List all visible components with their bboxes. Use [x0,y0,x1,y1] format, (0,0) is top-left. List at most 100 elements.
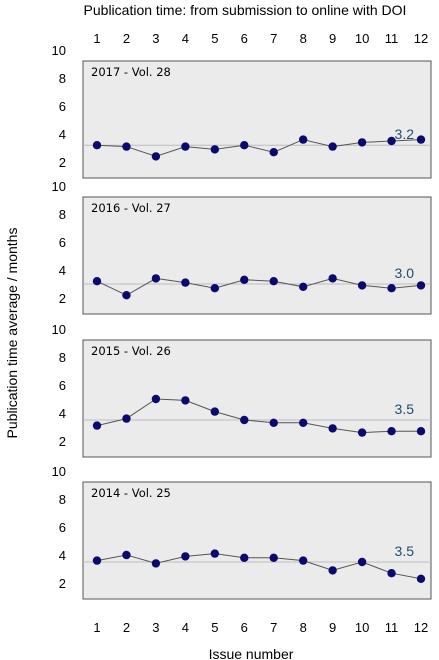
data-point [151,152,161,161]
bottom-x-axis: 1 2 3 4 5 6 7 8 9 10 11 12 [93,620,428,635]
series-line [96,553,422,580]
data-point [122,550,131,560]
bottom-x-tick-label: 1 [93,620,100,635]
data-point [151,394,161,404]
bottom-x-tick-label: 7 [270,620,277,635]
data-point [387,427,396,436]
data-point [181,396,190,405]
y-tick-label: 8 [59,71,66,86]
data-point [210,284,220,293]
bottom-x-tick-label: 3 [152,620,159,635]
data-point [92,556,102,565]
panel-background [82,60,432,179]
data-point [240,141,249,150]
data-point [122,291,131,300]
panels: 10 8 6 4 2 2017 - Vol. 28 3.2 10 8 6 4 2 2016 - Vol.… [52,43,432,600]
average-label: 3.5 [395,401,415,417]
data-point [357,138,367,147]
series-line [96,139,422,157]
bottom-x-tick-label: 8 [300,620,307,635]
data-point [181,552,190,561]
top-x-tick-label: 10 [355,31,369,46]
data-point [298,135,308,144]
top-x-tick-label: 3 [152,31,159,46]
data-point [92,277,102,286]
x-axis-label: Issue number [209,646,294,660]
data-point [240,553,249,562]
chart-title: Publication time: from submission to onl… [84,2,407,18]
top-x-axis: 1 2 3 4 5 6 7 8 9 10 11 12 [93,31,428,46]
y-tick-label: 4 [59,127,66,142]
panel-3: 10 8 6 4 2 2015 - Vol. 26 3.5 [52,322,432,458]
y-tick-label: 6 [59,235,66,250]
data-point [387,136,396,146]
data-point [240,275,249,284]
y-tick-label: 4 [59,548,66,563]
panel-background [82,196,432,315]
top-x-tick-label: 12 [414,31,428,46]
y-tick-label: 6 [59,99,66,114]
data-point [151,559,161,568]
top-x-tick-label: 5 [211,31,218,46]
top-x-tick-label: 2 [123,31,130,46]
y-tick-label: 8 [59,492,66,507]
top-x-tick-label: 7 [270,31,277,46]
data-point [122,142,131,151]
data-point [298,418,308,427]
y-tick-label: 8 [59,207,66,222]
panel-label: 2015 - Vol. 26 [91,344,171,358]
bottom-x-tick-label: 4 [182,620,189,635]
y-tick-label: 10 [52,43,66,58]
bottom-x-tick-label: 5 [211,620,218,635]
panel-background [82,339,432,458]
top-x-tick-label: 11 [385,31,399,46]
top-x-tick-label: 1 [93,31,100,46]
top-x-tick-label: 6 [241,31,248,46]
data-point [357,557,367,567]
panel-2: 10 8 6 4 2 2016 - Vol. 27 3.0 [52,179,432,315]
data-point [92,141,102,150]
panel-background [82,481,432,600]
data-point [210,407,220,416]
series-line [96,277,422,296]
data-point [328,142,337,151]
data-point [416,427,426,436]
bottom-x-tick-label: 12 [414,620,428,635]
data-point [181,142,190,151]
y-tick-label: 10 [52,179,66,194]
data-point [328,424,337,433]
data-point [357,281,367,290]
data-point [328,566,337,575]
data-point [387,284,396,293]
data-point [416,281,426,290]
top-x-tick-label: 8 [300,31,307,46]
y-tick-label: 2 [59,434,66,449]
data-point [92,421,102,430]
data-point [298,282,308,291]
top-x-tick-label: 9 [329,31,336,46]
y-tick-label: 6 [59,520,66,535]
top-x-tick-label: 4 [182,31,189,46]
data-point [328,274,337,283]
y-tick-label: 4 [59,406,66,421]
y-tick-label: 8 [59,350,66,365]
data-point [357,428,367,437]
bottom-x-tick-label: 10 [355,620,369,635]
bottom-x-tick-label: 6 [241,620,248,635]
panel-label: 2014 - Vol. 25 [91,486,171,500]
data-point [387,569,396,578]
panel-label: 2017 - Vol. 28 [91,65,171,79]
data-point [416,135,426,144]
y-tick-label: 10 [52,322,66,337]
data-point [210,145,220,154]
average-label: 3.0 [395,265,415,281]
data-point [240,415,249,425]
data-point [269,553,278,562]
bottom-x-tick-label: 11 [385,620,399,635]
panel-4: 10 8 6 4 2 2014 - Vol. 25 3.5 [52,464,432,600]
panel-1: 10 8 6 4 2 2017 - Vol. 28 3.2 [52,43,432,179]
data-point [210,549,220,558]
data-point [269,418,278,427]
bottom-x-tick-label: 9 [329,620,336,635]
